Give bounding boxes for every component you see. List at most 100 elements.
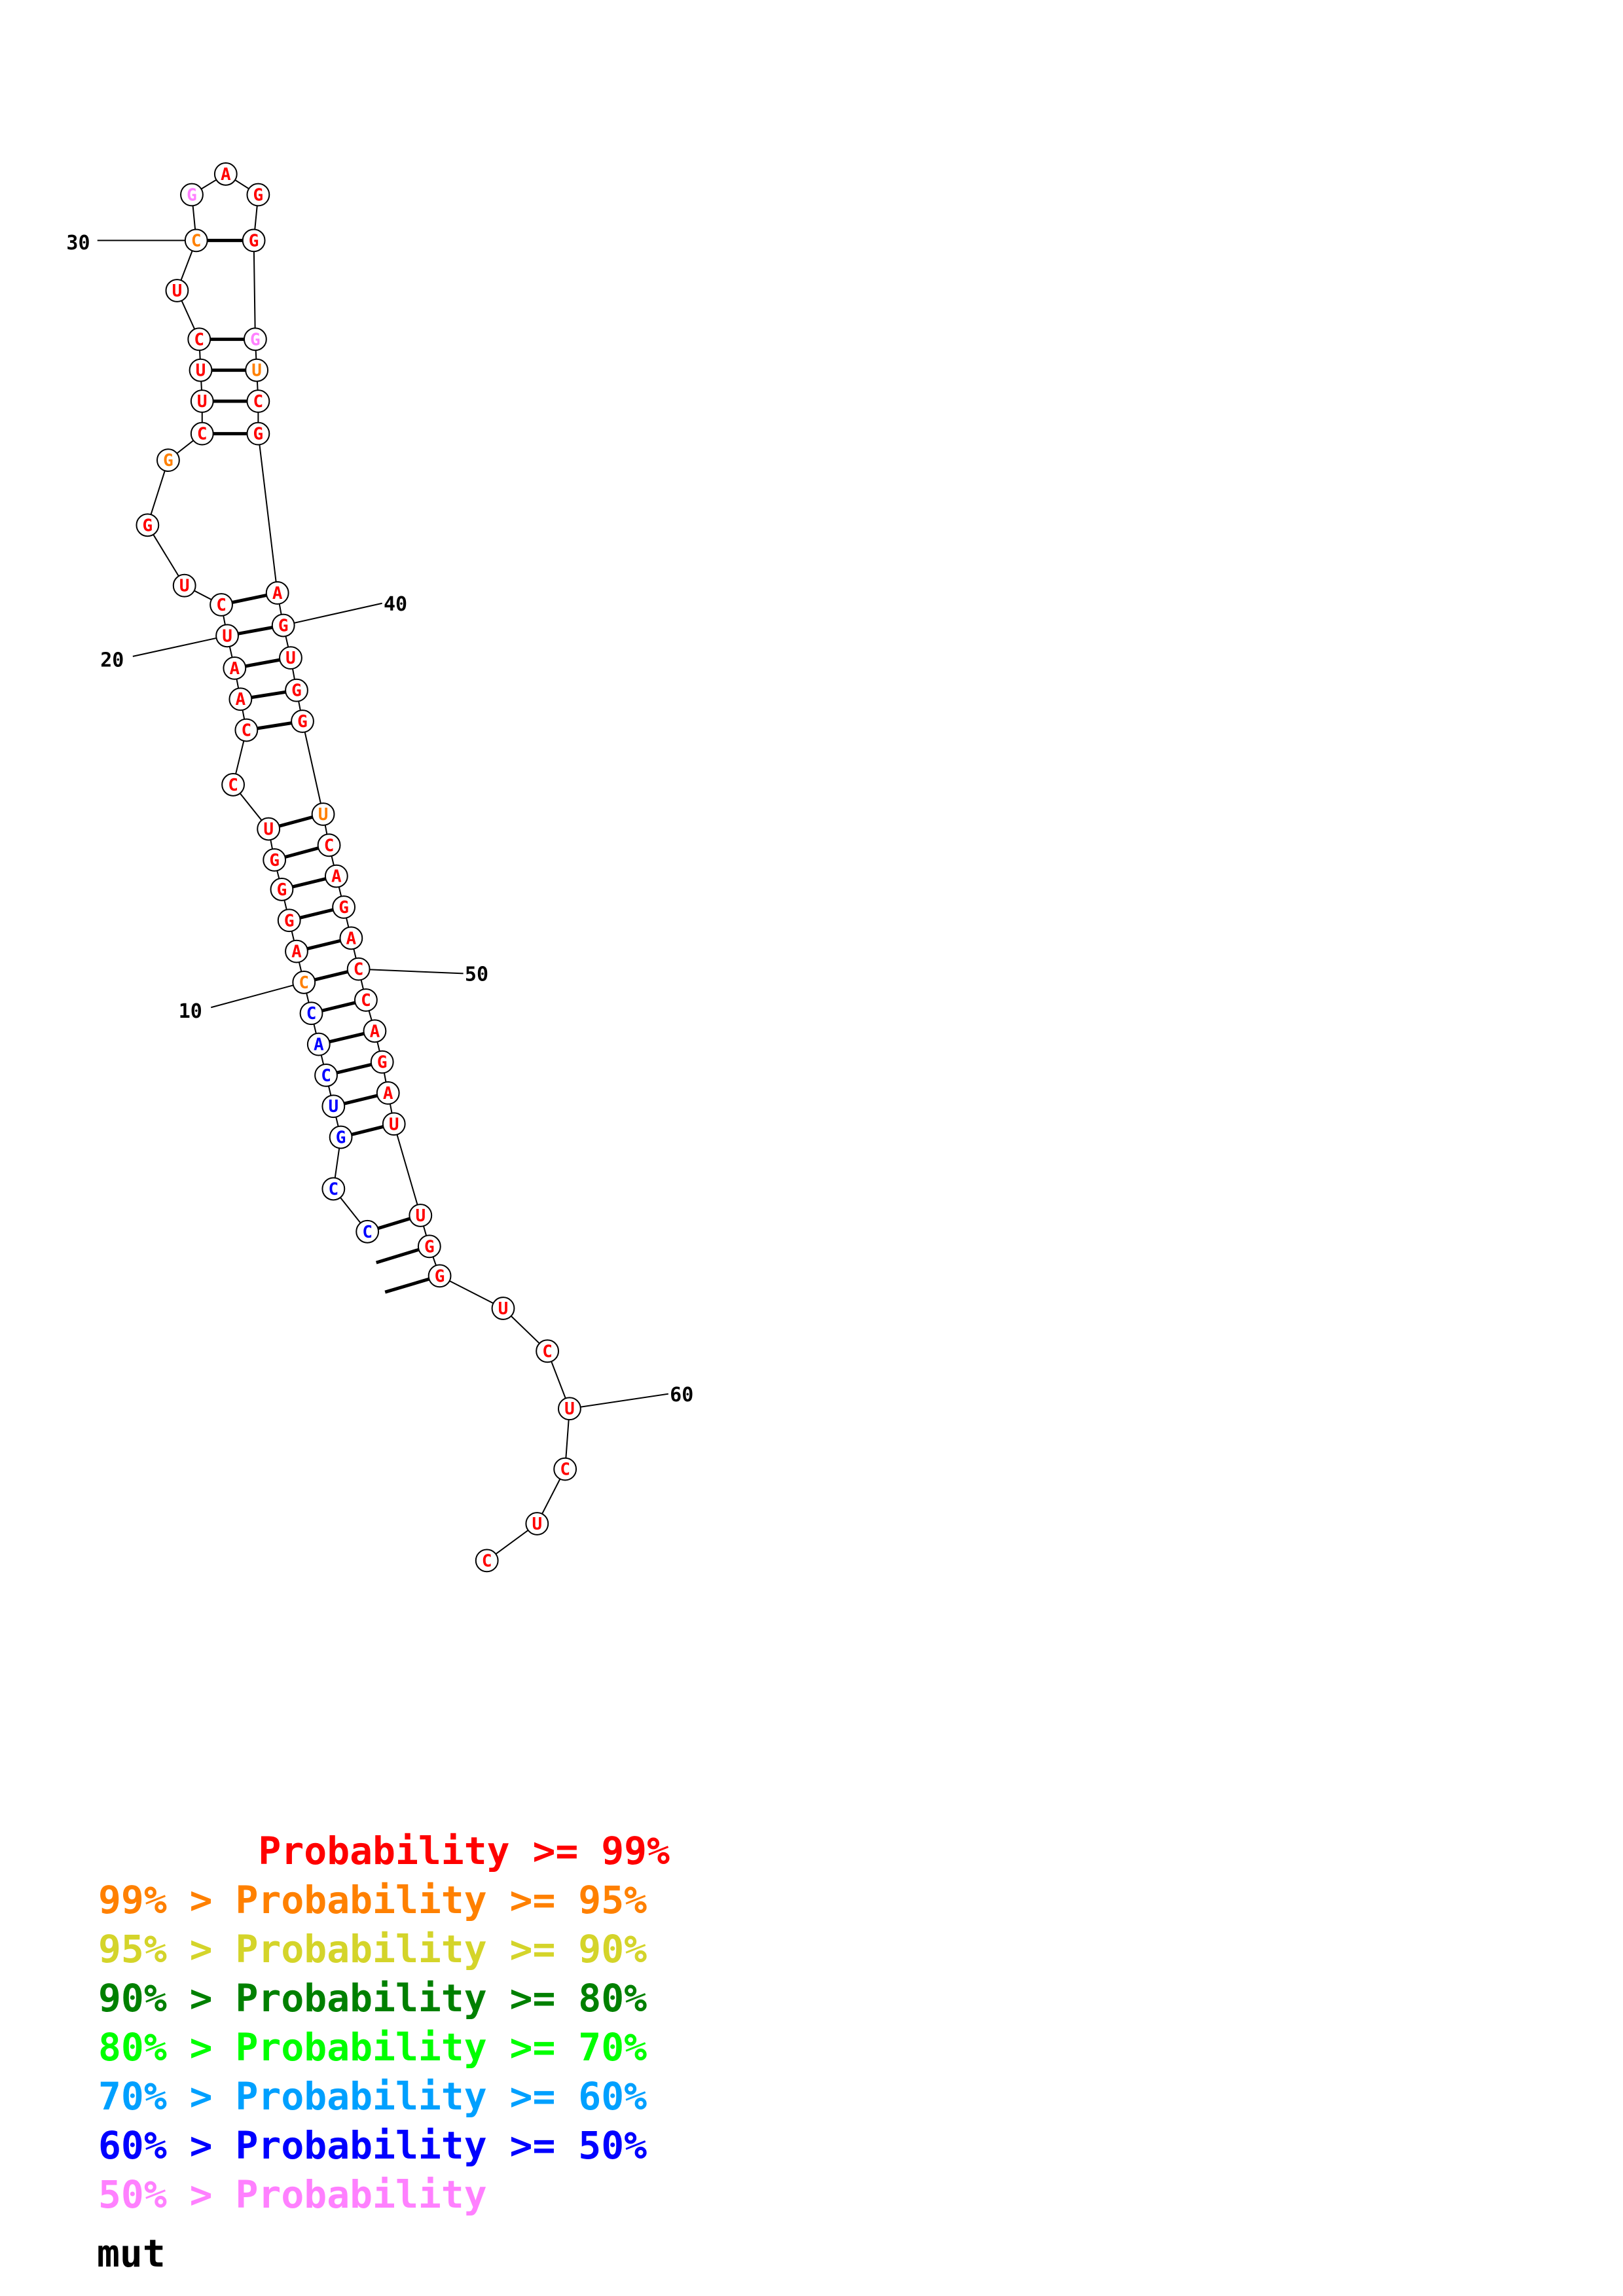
nucleotide: G (156, 448, 180, 473)
nucleotide-circle (382, 1112, 406, 1136)
nucleotide-letter: G (277, 880, 287, 900)
nucleotide: U (165, 279, 189, 302)
nucleotide: G (271, 613, 295, 637)
nucleotide-circle (285, 939, 308, 963)
nucleotide: C (475, 1549, 499, 1573)
tick-line (358, 968, 464, 975)
nucleotide: U (279, 646, 302, 670)
nucleotide-circle (321, 1177, 346, 1201)
nucleotide-letter: G (291, 681, 302, 701)
nucleotide: C (314, 1063, 338, 1087)
nucleotide: C (246, 389, 270, 413)
nucleotide-letter: G (163, 451, 173, 471)
nucleotide-letter: U (564, 1399, 575, 1419)
backbone-segment (393, 1123, 422, 1216)
nucleotide-circle (257, 817, 281, 841)
nucleotide: U (257, 817, 281, 841)
nucleotide-letter: C (194, 330, 204, 350)
nucleotide-circle (292, 971, 316, 994)
probability-legend: Probability >= 99% 99% > Probability >= 9… (98, 1829, 670, 2217)
nucleotide-letter: C (354, 960, 364, 980)
tick-label: 60 (670, 1384, 693, 1407)
nucleotide-letter: A (314, 1035, 324, 1055)
legend-entry: 60% > Probability >= 50% (98, 2123, 647, 2168)
nucleotide-letter: U (172, 281, 183, 301)
nucleotide-letter: U (251, 361, 262, 381)
nucleotide: U (525, 1512, 549, 1535)
nucleotide-circle (165, 279, 189, 302)
nucleotide: G (136, 513, 160, 537)
nucleotide-letter: U (263, 820, 274, 840)
nucleotide: C (299, 1001, 323, 1026)
backbone-segment (302, 721, 324, 815)
nucleotides: CUCUCUGGUUAGACCAGACUGGUGAGCUGGGAGCUCUUCG… (136, 162, 581, 1573)
nucleotide-circle (491, 1297, 515, 1320)
nucleotide-letter: U (498, 1299, 509, 1319)
nucleotide-circle (263, 848, 287, 872)
nucleotide-letter: G (253, 185, 264, 205)
nucleotide-circle (356, 1219, 380, 1244)
nucleotide-letter: A (230, 659, 240, 679)
nucleotide: A (285, 939, 308, 963)
nucleotide-circle (285, 678, 308, 702)
nucleotide-circle (245, 358, 269, 382)
nucleotide-letter: G (249, 231, 259, 251)
nucleotide: U (382, 1112, 406, 1136)
backbone-segment (253, 240, 256, 340)
nucleotide: C (346, 957, 371, 981)
nucleotide: G (417, 1234, 441, 1259)
legend-entry: 95% > Probability >= 90% (98, 1927, 647, 1971)
nucleotide-circle (223, 656, 247, 680)
nucleotide-circle (221, 773, 245, 797)
nucleotide-circle (321, 1094, 346, 1119)
nucleotide: A (339, 926, 363, 950)
nucleotide-circle (270, 878, 294, 901)
nucleotide: U (215, 624, 239, 648)
nucleotide-letter: C (197, 425, 208, 444)
nucleotide-circle (136, 513, 160, 537)
nucleotide-letter: U (389, 1115, 399, 1134)
nucleotide-circle (190, 389, 214, 413)
nucleotide-letter: U (197, 392, 208, 412)
nucleotide: A (306, 1032, 331, 1056)
nucleotide-letter: A (383, 1084, 393, 1103)
legend-entry: 50% > Probability (98, 2172, 487, 2217)
nucleotide-letter: U (328, 1097, 338, 1117)
nucleotide-letter: U (222, 626, 232, 646)
nucleotide: G (329, 1125, 353, 1149)
nucleotide-circle (210, 593, 233, 617)
nucleotide-circle (536, 1339, 560, 1363)
nucleotide: C (234, 718, 259, 742)
nucleotide: A (376, 1081, 400, 1105)
nucleotide: G (243, 327, 267, 351)
nucleotide: U (245, 358, 269, 382)
tick-label: 10 (179, 1000, 202, 1023)
nucleotide-circle (339, 926, 363, 950)
tick-label: 40 (384, 593, 407, 616)
nucleotide: U (558, 1397, 581, 1421)
nucleotide-letter: C (191, 231, 202, 251)
nucleotide-circle (475, 1549, 499, 1573)
nucleotide-letter: C (362, 1223, 373, 1242)
tick-label: 50 (465, 963, 488, 986)
nucleotide: C (354, 988, 378, 1012)
backbone-segment (439, 1275, 503, 1309)
nucleotide-letter: G (336, 1128, 346, 1148)
structure-title: mut (97, 2231, 166, 2276)
nucleotide-letter: C (299, 973, 309, 993)
nucleotide: A (265, 581, 289, 605)
nucleotide-circle (417, 1234, 441, 1259)
nucleotide-letter: C (253, 392, 264, 412)
nucleotide-circle (346, 957, 371, 981)
nucleotide-letter: C (560, 1460, 570, 1480)
tick-line (569, 1393, 669, 1410)
nucleotide-circle (317, 833, 341, 857)
nucleotide-circle (246, 183, 270, 207)
nucleotide: C (536, 1339, 560, 1363)
nucleotide-circle (228, 687, 253, 711)
nucleotide-letter: G (424, 1237, 435, 1257)
nucleotide-letter: U (532, 1515, 542, 1534)
nucleotide: A (228, 687, 253, 711)
legend-entry: 70% > Probability >= 60% (98, 2074, 647, 2119)
nucleotide: U (321, 1094, 346, 1119)
